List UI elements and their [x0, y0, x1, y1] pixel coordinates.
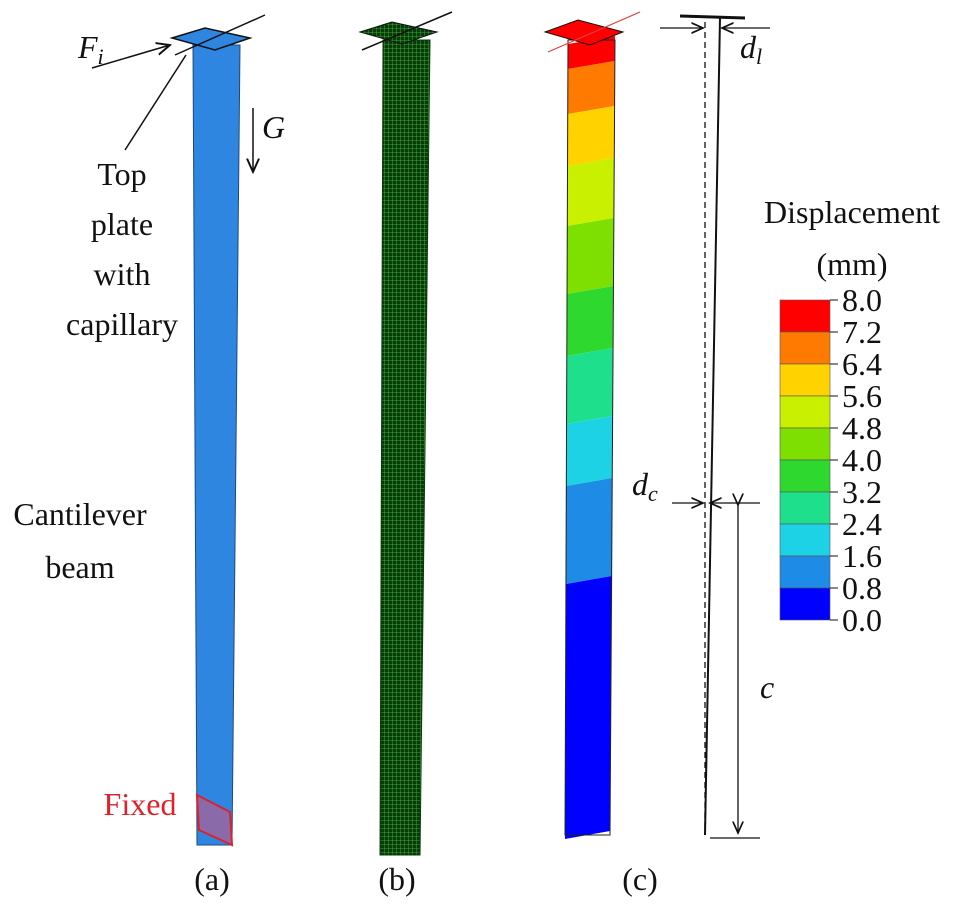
legend-tick-label: 0.0: [842, 602, 882, 638]
plate-label: with: [94, 256, 151, 292]
capillary-label-sub: c: [648, 481, 658, 506]
legend-tick-label: 8.0: [842, 282, 882, 318]
plate-label: Top: [97, 156, 146, 192]
contour-band: [567, 61, 615, 114]
contour-band: [567, 218, 614, 294]
legend-swatch: [779, 587, 831, 621]
length-label: c: [760, 669, 774, 705]
legend-title: (mm): [816, 246, 887, 282]
legend-swatch: [779, 363, 831, 397]
force-label: Fi: [77, 29, 104, 69]
contour-band: [566, 348, 614, 424]
plate-label: capillary: [66, 306, 178, 342]
deformed-line: [704, 17, 721, 836]
caption: (b): [378, 861, 415, 897]
capillary: [547, 11, 641, 53]
legend-tick-label: 7.2: [842, 314, 882, 350]
contour-band: [567, 36, 615, 69]
tip-label-main: d: [740, 29, 757, 65]
legend-tick-label: 5.6: [842, 378, 882, 414]
plate-label: plate: [91, 206, 153, 242]
legend-swatch: [779, 555, 831, 589]
meshed-plate: [358, 21, 439, 45]
legend-tick-label: 2.4: [842, 506, 882, 542]
legend-tick-label: 4.0: [842, 442, 882, 478]
meshed-beam: [379, 39, 431, 856]
contour-band: [565, 478, 613, 584]
legend-swatch: [779, 299, 831, 333]
legend-swatch: [779, 331, 831, 365]
leader-line: [124, 54, 187, 151]
tip-label-sub: l: [756, 44, 762, 69]
contour-beam: [565, 36, 615, 839]
gravity-label: G: [262, 109, 285, 145]
contour-band: [567, 158, 615, 226]
force-label-sub: i: [98, 44, 104, 69]
legend-swatch: [779, 459, 831, 493]
capillary-label-main: d: [632, 466, 649, 502]
legend-swatch: [779, 395, 831, 429]
panel-b: (b): [358, 11, 453, 897]
deformed-top: [679, 14, 746, 20]
legend: 8.07.26.45.64.84.03.22.41.60.80.0: [779, 282, 882, 638]
beam-label: Cantilever: [13, 496, 147, 532]
legend-tick-label: 0.8: [842, 570, 882, 606]
force-label-main: F: [77, 29, 98, 65]
beam: [192, 44, 241, 846]
legend-tick-label: 6.4: [842, 346, 882, 382]
force-arrow: [91, 45, 170, 69]
legend-title: Displacement: [764, 194, 940, 230]
contour-band: [566, 416, 613, 486]
panel-a: Fi G Top plate with capillary Cantilever…: [13, 14, 285, 897]
legend-swatch: [779, 491, 831, 525]
legend-tick-label: 4.8: [842, 410, 882, 446]
contour-band: [565, 576, 612, 839]
panel-c: dl dc c Displacement (mm) 8.07.26.45.64.…: [543, 11, 940, 897]
caption: (a): [194, 861, 230, 897]
caption: (c): [622, 861, 658, 897]
capillary: [361, 11, 453, 51]
contour-band: [567, 106, 615, 166]
legend-swatch: [779, 523, 831, 557]
contour-band: [566, 286, 614, 356]
capillary-label: dc: [632, 466, 658, 506]
fixed-label: Fixed: [104, 786, 177, 822]
legend-swatch: [779, 427, 831, 461]
legend-tick-label: 3.2: [842, 474, 882, 510]
capillary: [174, 14, 266, 56]
tip-label: dl: [740, 29, 762, 69]
legend-tick-label: 1.6: [842, 538, 882, 574]
fixed-region: [195, 793, 234, 847]
beam-label: beam: [45, 549, 114, 585]
